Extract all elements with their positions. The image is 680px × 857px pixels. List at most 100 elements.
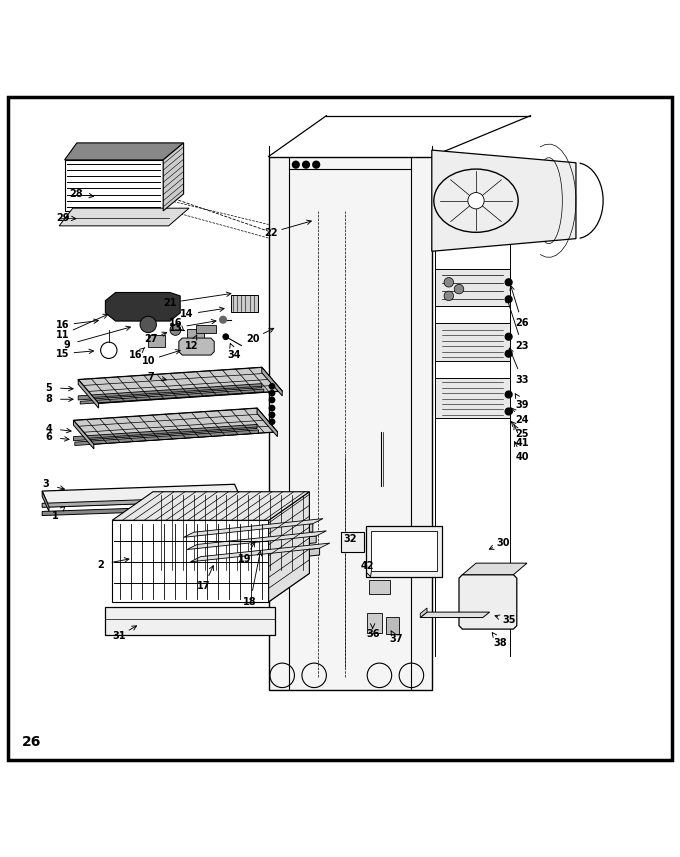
Polygon shape: [65, 160, 163, 211]
Circle shape: [303, 161, 309, 168]
Polygon shape: [42, 505, 238, 516]
Polygon shape: [269, 492, 309, 602]
Circle shape: [505, 333, 512, 340]
Text: 34: 34: [228, 350, 241, 360]
Text: 9: 9: [63, 340, 70, 350]
Text: 23: 23: [515, 340, 529, 351]
Text: 17: 17: [197, 581, 211, 591]
Polygon shape: [73, 424, 257, 440]
Text: 35: 35: [502, 615, 515, 626]
Polygon shape: [187, 530, 326, 549]
Polygon shape: [262, 368, 282, 396]
Polygon shape: [78, 368, 282, 404]
Text: 25: 25: [515, 429, 529, 439]
Polygon shape: [184, 524, 313, 545]
Text: 11: 11: [56, 330, 69, 339]
Bar: [231, 295, 258, 312]
Text: 10: 10: [141, 356, 155, 365]
Text: 18: 18: [243, 596, 257, 607]
Circle shape: [313, 161, 320, 168]
Polygon shape: [257, 408, 277, 437]
Polygon shape: [153, 492, 309, 573]
Text: 33: 33: [515, 375, 529, 385]
Circle shape: [468, 193, 484, 209]
Polygon shape: [420, 612, 490, 618]
Text: 41: 41: [515, 439, 529, 448]
Text: 15: 15: [56, 349, 69, 359]
Text: 37: 37: [389, 634, 403, 644]
Polygon shape: [112, 520, 269, 602]
Text: 3: 3: [43, 479, 50, 489]
Text: 38: 38: [493, 638, 507, 648]
Polygon shape: [73, 408, 277, 444]
Text: 30: 30: [496, 537, 510, 548]
Polygon shape: [366, 525, 442, 577]
Text: 27: 27: [144, 333, 158, 344]
Bar: [148, 335, 165, 347]
Text: 2: 2: [97, 560, 104, 570]
Circle shape: [505, 408, 512, 415]
Text: 26: 26: [22, 735, 41, 750]
Text: 6: 6: [46, 432, 52, 442]
Polygon shape: [65, 143, 184, 160]
Polygon shape: [190, 548, 320, 568]
Circle shape: [292, 161, 299, 168]
Circle shape: [269, 411, 275, 418]
Text: 28: 28: [69, 189, 83, 199]
Polygon shape: [341, 532, 364, 552]
Polygon shape: [78, 384, 262, 400]
Text: 16: 16: [56, 321, 69, 330]
Circle shape: [269, 390, 275, 397]
Polygon shape: [112, 573, 309, 602]
Polygon shape: [435, 377, 510, 418]
Circle shape: [170, 325, 181, 335]
Text: 20: 20: [246, 333, 260, 344]
Circle shape: [505, 351, 512, 357]
Polygon shape: [269, 157, 432, 690]
Polygon shape: [462, 563, 527, 575]
Polygon shape: [59, 208, 189, 226]
Circle shape: [219, 315, 227, 324]
Circle shape: [269, 397, 275, 404]
Text: 39: 39: [515, 399, 529, 410]
Polygon shape: [435, 269, 510, 306]
Circle shape: [269, 405, 275, 411]
Circle shape: [140, 316, 156, 333]
Bar: [187, 329, 204, 341]
Text: 7: 7: [148, 372, 154, 382]
Polygon shape: [432, 150, 576, 251]
Polygon shape: [179, 338, 214, 355]
Text: 32: 32: [343, 534, 357, 543]
Text: 16: 16: [129, 350, 143, 360]
Polygon shape: [42, 496, 235, 507]
Polygon shape: [163, 143, 184, 211]
Polygon shape: [42, 491, 49, 512]
Bar: [369, 580, 390, 594]
Polygon shape: [105, 292, 180, 321]
Text: 4: 4: [46, 423, 52, 434]
Bar: [367, 614, 382, 632]
Text: 12: 12: [185, 340, 199, 351]
Text: 5: 5: [46, 383, 52, 393]
Circle shape: [269, 418, 275, 425]
Circle shape: [454, 285, 464, 294]
Polygon shape: [420, 608, 427, 618]
Text: 26: 26: [515, 318, 529, 328]
Text: 40: 40: [515, 452, 529, 462]
Polygon shape: [371, 531, 437, 572]
Circle shape: [101, 342, 117, 358]
Polygon shape: [435, 323, 510, 361]
Text: 36: 36: [366, 629, 379, 638]
Polygon shape: [187, 536, 316, 556]
Circle shape: [222, 333, 229, 340]
Circle shape: [444, 291, 454, 301]
Circle shape: [505, 391, 512, 398]
Text: 19: 19: [238, 554, 252, 564]
Polygon shape: [80, 389, 264, 404]
Text: 31: 31: [112, 631, 126, 641]
Text: 8: 8: [46, 394, 52, 405]
Text: 14: 14: [180, 309, 194, 320]
Polygon shape: [459, 575, 517, 629]
Text: 1: 1: [52, 511, 59, 520]
Polygon shape: [112, 492, 309, 520]
